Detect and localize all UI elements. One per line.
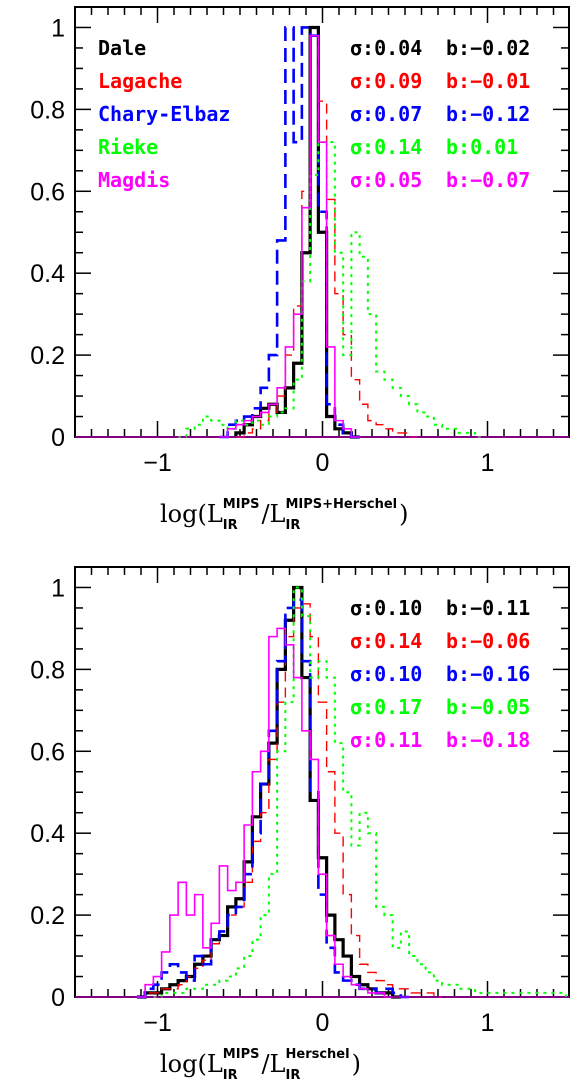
legend-entry-chary-elbaz: Chary-Elbaz [98,102,230,126]
legend-entry-magdis: Magdis [98,168,170,192]
x-axis-label: log(L MIPS IR/L MIPS+Herschel IR) [160,497,409,533]
x-axis-label: log(L MIPS IR/L Herschel IR) [160,1047,361,1083]
y-tick-label: 0.8 [30,656,65,684]
stat-bias-chary-elbaz: b:−0.16 [446,662,530,686]
stat-bias-magdis: b:−0.07 [446,168,530,192]
y-tick-label: 1 [51,574,65,602]
y-tick-label: 0.4 [30,260,65,288]
legend-entry-dale: Dale [98,36,146,60]
stat-bias-lagache: b:−0.01 [446,69,530,93]
stat-bias-lagache: b:−0.06 [446,629,530,653]
y-tick-label: 0.4 [30,820,65,848]
y-tick-label: 0 [51,424,65,452]
x-axis-label-superscript: Herschel [286,1047,350,1062]
y-tick-label: 0.2 [30,902,65,930]
stat-bias-magdis: b:−0.18 [446,728,530,752]
x-axis-label-superscript: MIPS [223,1047,260,1062]
x-axis-label-part: ) [399,500,408,528]
x-tick-label: −1 [143,449,172,477]
x-axis-label-part: ) [352,1050,361,1078]
x-tick-label: 0 [316,449,330,477]
panel-1: −1 0 1 0 0.2 0.4 0.6 0.8 1 Dale Lagache Chary-Elbaz… [30,6,570,533]
stat-sigma-rieke: σ:0.17 [350,695,422,719]
series-line-magdis [136,627,393,998]
x-axis-label-superscript: MIPS+Herschel [286,497,398,512]
x-axis-label-subscript: IR [223,1068,238,1083]
series-line-rieke [178,141,484,438]
stat-sigma-dale: σ:0.04 [350,36,422,60]
x-axis-label-subscript: IR [223,518,238,533]
stat-sigma-magdis: σ:0.05 [350,168,422,192]
x-axis-label-part: log(L [160,1050,223,1078]
stat-bias-chary-elbaz: b:−0.12 [446,102,530,126]
x-tick-label: −1 [143,1009,172,1037]
stat-bias-dale: b:−0.11 [446,596,530,620]
series-line-magdis [219,34,360,438]
stat-sigma-lagache: σ:0.14 [350,629,422,653]
y-tick-label: 0.8 [30,96,65,124]
stat-sigma-rieke: σ:0.14 [350,135,422,159]
series-line-dale [234,25,360,439]
series-line-lagache [235,34,418,438]
y-tick-label: 0.6 [30,738,65,766]
series-line-chary-elbaz [136,598,410,999]
y-tick-label: 0 [51,984,65,1012]
stat-bias-rieke: b:−0.05 [446,695,530,719]
x-axis-label-part: /L [261,1050,285,1078]
y-tick-label: 0.6 [30,178,65,206]
stat-sigma-chary-elbaz: σ:0.07 [350,102,422,126]
x-axis-label-subscript: IR [286,518,301,533]
stat-sigma-lagache: σ:0.09 [350,69,422,93]
stat-sigma-chary-elbaz: σ:0.10 [350,662,422,686]
legend-entry-rieke: Rieke [98,135,158,159]
stat-sigma-magdis: σ:0.11 [350,728,422,752]
x-axis-label-part: /L [261,500,285,528]
x-tick-label: 1 [481,449,495,477]
x-axis-label-superscript: MIPS [223,497,260,512]
x-axis-label-part: log(L [160,500,223,528]
y-tick-label: 1 [51,14,65,42]
panel-2: −1 0 1 0 0.2 0.4 0.6 0.8 1 σ:0.10 b:−0.11 σ:0.14 b:−… [30,566,570,1083]
stat-bias-dale: b:−0.02 [446,36,530,60]
stat-sigma-dale: σ:0.10 [350,596,422,620]
series-line-chary-elbaz [219,26,360,439]
x-axis-label-subscript: IR [286,1068,301,1083]
legend-entry-lagache: Lagache [98,69,182,93]
x-tick-label: 0 [316,1009,330,1037]
y-tick-label: 0.2 [30,342,65,370]
x-tick-label: 1 [481,1009,495,1037]
stat-bias-rieke: b:0.01 [446,135,518,159]
